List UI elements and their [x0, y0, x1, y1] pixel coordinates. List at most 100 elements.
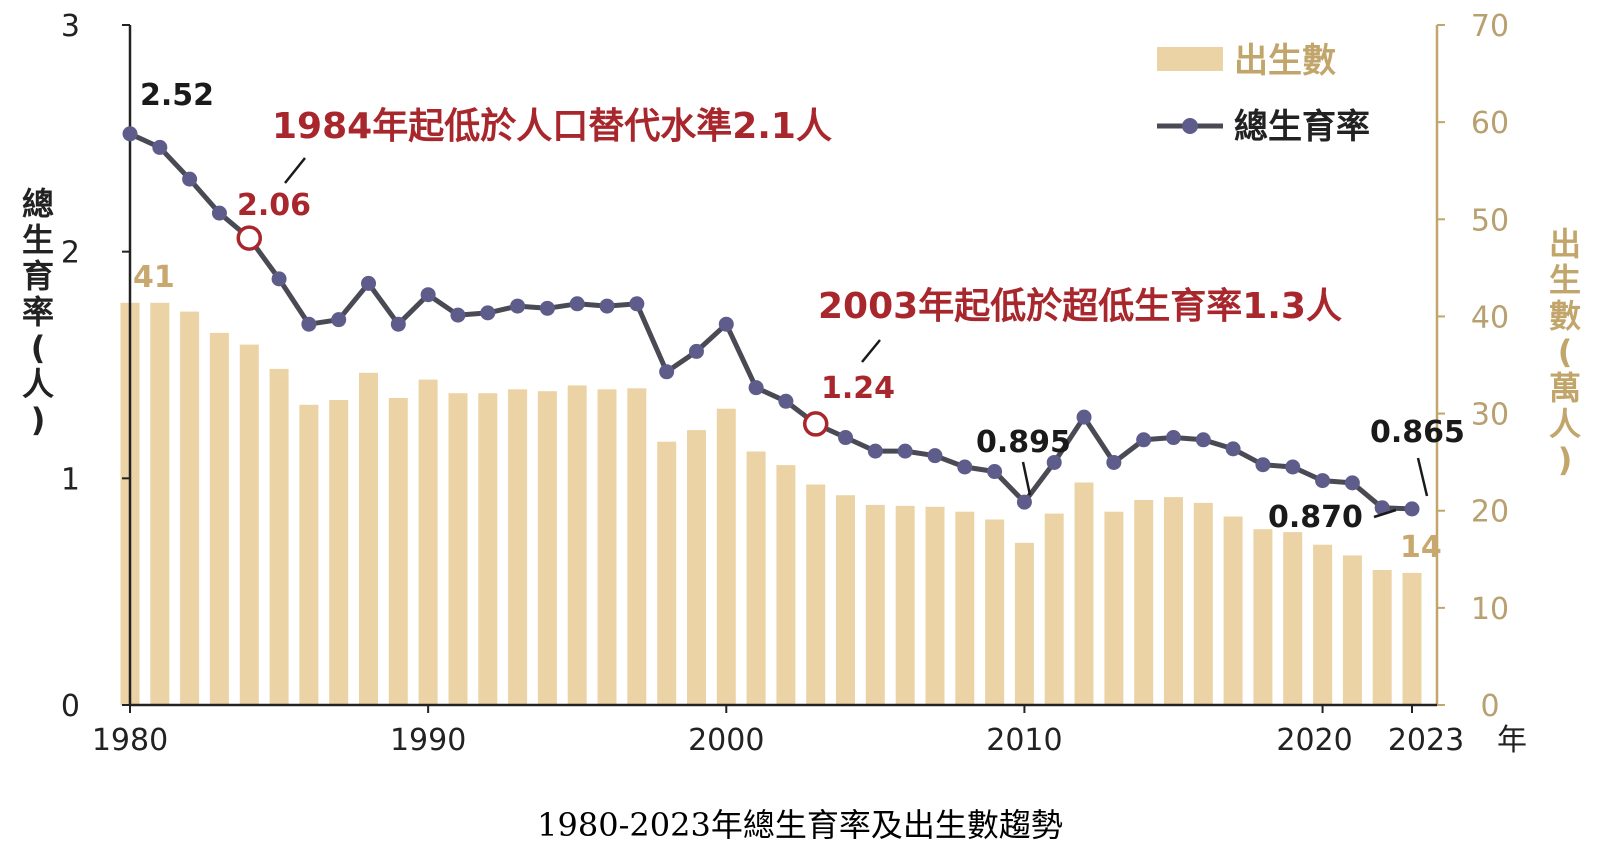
right-tick-label: 0	[1480, 689, 1499, 724]
bar-1994	[537, 391, 557, 705]
left-tick-label: 0	[61, 689, 80, 724]
tfr-line-layer	[122, 126, 1420, 517]
birth-bars	[120, 302, 1422, 705]
bar-2012	[1074, 482, 1094, 705]
bar-1995	[567, 385, 587, 705]
x-tick-label: 2023	[1388, 723, 1464, 758]
bar-1991	[448, 393, 468, 705]
tfr-point-2007	[927, 448, 943, 464]
bar-1992	[478, 393, 498, 705]
bar-2006	[895, 505, 915, 705]
tfr-point-2002	[778, 393, 794, 409]
x-tick-label: 1990	[390, 723, 466, 758]
legend: 出生數 總生育率	[1157, 41, 1370, 147]
tfr-point-1980	[122, 126, 138, 142]
tfr-point-2018	[1255, 457, 1271, 473]
tfr-point-1997	[629, 296, 645, 312]
bar-2015	[1164, 497, 1183, 705]
bar-1981	[150, 302, 170, 705]
tfr-point-1995	[569, 296, 585, 312]
bar-1985	[269, 368, 289, 705]
bar-1989	[388, 398, 408, 705]
bar-2016	[1193, 502, 1213, 705]
bar-2000	[716, 408, 736, 705]
tfr-point-1998	[659, 364, 675, 380]
annotation-2003-pointer	[861, 339, 881, 363]
label-1984-rate: 2.06	[237, 188, 311, 223]
bar-2018	[1253, 529, 1273, 705]
bar-1996	[597, 389, 617, 705]
bar-2003	[806, 484, 826, 705]
bar-2021	[1342, 555, 1362, 705]
label-2023-rate: 0.865	[1370, 415, 1465, 450]
right-tick-label: 10	[1471, 592, 1509, 627]
left-tick-label: 2	[61, 236, 80, 271]
bar-2020	[1313, 544, 1333, 705]
tfr-point-2001	[748, 380, 764, 396]
tfr-point-1991	[450, 307, 466, 323]
right-tick-label: 40	[1471, 300, 1509, 335]
label-2023-pointer	[1416, 457, 1429, 497]
legend-bar-swatch	[1157, 47, 1223, 71]
tfr-point-2011	[1046, 454, 1062, 470]
tfr-point-2004	[838, 430, 854, 446]
annotation-1984: 1984年起低於人口替代水準2.1人	[272, 106, 832, 147]
label-2023-births: 14	[1400, 530, 1442, 565]
label-2022-pointer	[1373, 508, 1397, 519]
right-tick-label: 30	[1471, 398, 1509, 433]
tfr-point-1981	[152, 139, 168, 155]
x-axis-unit: 年	[1497, 723, 1527, 758]
bar-1982	[180, 311, 200, 705]
annotation-1984-pointer	[284, 157, 306, 184]
tfr-point-2005	[867, 443, 883, 459]
tfr-point-2014	[1136, 432, 1152, 448]
bar-1988	[359, 372, 378, 705]
tfr-point-1983	[211, 205, 227, 221]
bar-2014	[1134, 500, 1154, 705]
tfr-point-1985	[271, 271, 287, 287]
label-2010-pointer	[1021, 461, 1032, 496]
tfr-point-1984	[236, 225, 263, 251]
tfr-point-1988	[361, 275, 377, 291]
bar-1999	[687, 430, 706, 705]
label-2022-rate: 0.870	[1268, 500, 1363, 535]
label-1980-rate: 2.52	[140, 78, 214, 113]
bar-2022	[1372, 570, 1392, 705]
tfr-point-1994	[539, 300, 555, 316]
bar-2013	[1104, 511, 1124, 705]
bar-2019	[1283, 532, 1303, 705]
bar-2009	[985, 519, 1005, 705]
tfr-point-2008	[957, 459, 973, 475]
label-1980-births: 41	[133, 260, 175, 295]
tfr-point-1987	[331, 312, 347, 328]
x-tick-label: 1980	[92, 723, 168, 758]
tfr-point-1982	[182, 171, 198, 187]
legend-bar-label: 出生數	[1234, 41, 1336, 81]
bar-1986	[299, 404, 319, 705]
tfr-point-2017	[1225, 441, 1241, 457]
bar-2004	[836, 495, 855, 705]
tfr-point-2009	[987, 464, 1003, 480]
tfr-point-1993	[510, 298, 526, 314]
tfr-point-2006	[897, 443, 913, 459]
legend-line-marker	[1182, 118, 1198, 134]
left-axis-title: 總生育率(人)	[22, 185, 54, 439]
bar-1998	[657, 441, 677, 705]
bar-1997	[627, 388, 647, 705]
bar-2007	[925, 506, 945, 705]
label-2010-rate: 0.895	[976, 425, 1071, 460]
x-tick-label: 2010	[986, 723, 1062, 758]
legend-line-label: 總生育率	[1234, 107, 1370, 147]
bar-2001	[746, 451, 766, 705]
tfr-point-1990	[420, 287, 436, 303]
tfr-point-1989	[390, 316, 406, 332]
bar-2011	[1044, 513, 1064, 705]
right-tick-label: 20	[1471, 495, 1509, 530]
tfr-point-2022	[1374, 500, 1390, 516]
tfr-point-1996	[599, 298, 615, 314]
tfr-point-2003	[802, 411, 829, 437]
x-tick-label: 2020	[1276, 723, 1352, 758]
left-tick-label: 1	[61, 462, 80, 497]
bar-1993	[508, 389, 528, 705]
